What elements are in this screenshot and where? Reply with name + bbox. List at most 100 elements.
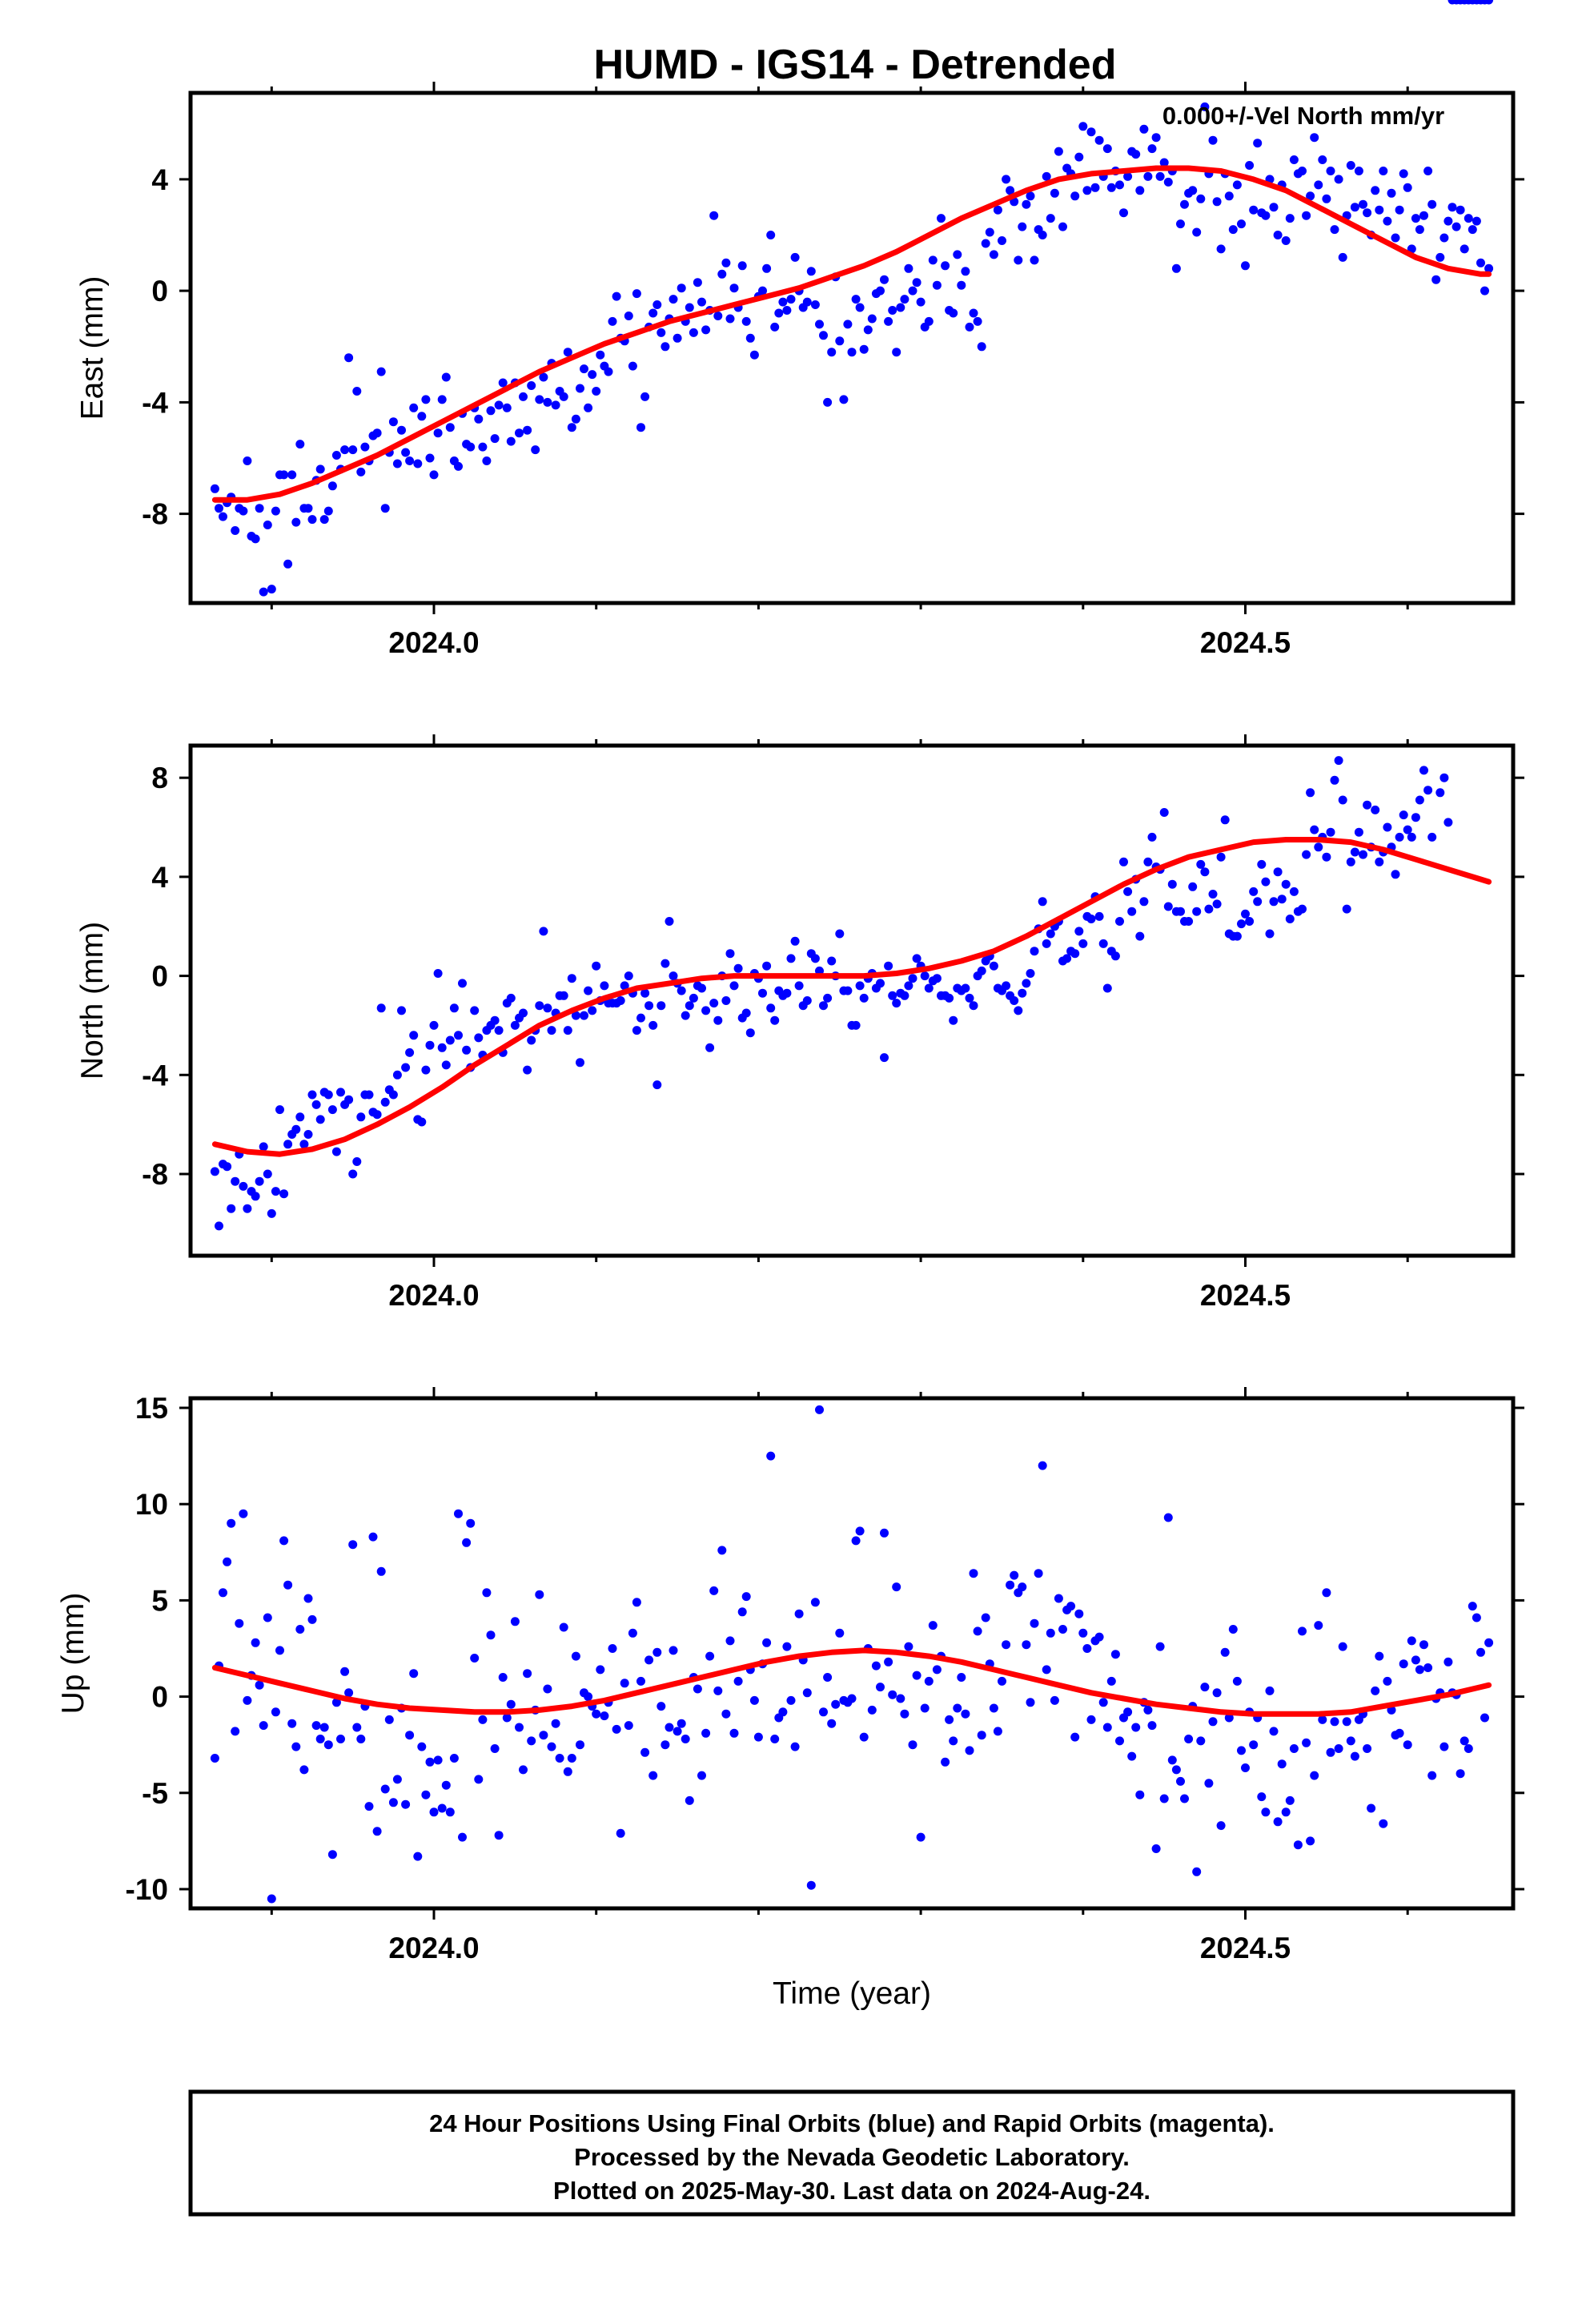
east-point: [539, 372, 548, 382]
east-point: [1151, 133, 1161, 143]
east-point: [1375, 205, 1384, 215]
north-point: [251, 1192, 260, 1201]
east-point: [421, 395, 431, 404]
up-point: [1147, 1721, 1157, 1731]
up-point: [1443, 1657, 1453, 1667]
east-point: [1139, 124, 1149, 134]
up-point: [527, 1736, 536, 1746]
up-point: [348, 1540, 358, 1550]
east-point: [271, 506, 280, 516]
east-point: [693, 278, 702, 287]
north-point: [1119, 857, 1128, 866]
north-point: [1257, 859, 1267, 869]
east-point: [815, 320, 824, 329]
up-point: [551, 1719, 560, 1728]
up-point: [474, 1775, 484, 1784]
up-point: [576, 1740, 584, 1750]
east-point: [1180, 199, 1189, 209]
north-point: [425, 1040, 435, 1050]
east-point: [283, 559, 293, 569]
east-point: [523, 425, 532, 435]
east-point: [1070, 191, 1080, 201]
east-point: [1046, 214, 1055, 223]
up-point: [1200, 1683, 1210, 1692]
east-point: [1078, 122, 1088, 131]
east-point: [1171, 263, 1181, 273]
up-point: [235, 1618, 244, 1628]
north-point: [616, 996, 625, 1005]
east-point: [867, 314, 877, 324]
east-point: [985, 227, 994, 237]
up-point: [519, 1765, 528, 1775]
north-point: [409, 1031, 419, 1040]
east-point: [827, 348, 837, 357]
north-point: [677, 986, 686, 995]
east-point: [551, 400, 560, 410]
east-point: [1464, 214, 1473, 223]
north-point: [1253, 897, 1263, 907]
up-point: [1042, 1665, 1051, 1675]
up-point: [859, 1732, 869, 1742]
east-point: [376, 367, 386, 376]
north-point: [1078, 939, 1088, 948]
up-point: [219, 1588, 227, 1598]
up-point: [1171, 1765, 1181, 1775]
north-point: [644, 1001, 654, 1011]
north-point: [454, 1031, 463, 1040]
up-point: [806, 1880, 816, 1890]
east-point: [425, 453, 435, 463]
east-point: [1014, 255, 1023, 265]
north-point: [685, 1001, 694, 1011]
east-point: [1245, 161, 1255, 170]
east-point: [1460, 244, 1469, 254]
up-point: [291, 1742, 301, 1751]
east-point: [1253, 139, 1263, 148]
up-point: [648, 1771, 658, 1780]
north-point: [965, 993, 974, 1003]
east-point: [1387, 188, 1396, 198]
up-point: [782, 1642, 792, 1651]
north-point: [1167, 879, 1177, 889]
east-point: [498, 378, 508, 388]
up-point: [1135, 1790, 1145, 1799]
north-point: [741, 1008, 751, 1018]
up-point: [1002, 1640, 1011, 1650]
north-point: [640, 988, 650, 998]
north-point: [1269, 897, 1279, 907]
east-point: [372, 428, 382, 438]
up-point: [941, 1757, 950, 1767]
east-fit-curve: [211, 165, 1492, 503]
north-y-tick-label: 8: [151, 762, 168, 794]
north-point: [1354, 827, 1363, 837]
east-point: [1363, 208, 1372, 218]
up-point: [458, 1832, 467, 1842]
north-point: [636, 1013, 645, 1023]
north-point: [1184, 917, 1194, 926]
east-point: [685, 303, 694, 312]
north-axis-label: North (mm): [75, 922, 110, 1080]
east-point: [319, 515, 329, 525]
north-point: [600, 981, 609, 991]
east-point: [949, 308, 958, 318]
up-point: [336, 1735, 345, 1743]
up-data-marks: [210, 1405, 1494, 1904]
up-point: [1281, 1807, 1291, 1817]
up-point: [1131, 1723, 1141, 1732]
up-point: [624, 1721, 633, 1731]
east-point: [1042, 171, 1051, 181]
north-point: [705, 1043, 715, 1052]
north-point: [794, 981, 804, 991]
north-point: [880, 1053, 889, 1063]
east-point: [608, 316, 617, 326]
up-point: [993, 1727, 1002, 1736]
north-point: [1102, 983, 1112, 993]
velocity-annotation: 0.000+/-Vel North mm/yr: [1162, 102, 1444, 130]
up-point: [729, 1728, 739, 1738]
north-point: [1322, 852, 1331, 862]
east-point: [1002, 175, 1011, 184]
north-point: [388, 1090, 398, 1100]
up-point: [1480, 1713, 1489, 1723]
up-point: [1204, 1779, 1214, 1788]
up-point: [584, 1692, 593, 1702]
up-point: [957, 1673, 966, 1682]
